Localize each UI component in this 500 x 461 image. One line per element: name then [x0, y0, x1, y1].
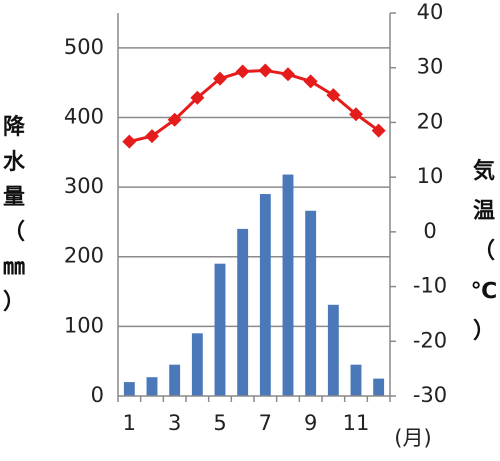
left-axis-title-char: ） — [3, 290, 25, 315]
temperature-point — [145, 129, 159, 144]
precipitation-bar — [169, 364, 181, 396]
x-tick-label: 5 — [213, 411, 226, 435]
left-tick-label: 500 — [64, 35, 104, 59]
right-tick-label: 20 — [417, 109, 444, 133]
right-axis-title-char: ） — [473, 319, 495, 344]
x-tick-label: 11 — [343, 411, 370, 435]
left-tick-label: 400 — [64, 104, 104, 128]
axis-titles: 降水量 （ ㎜ ） 気温 （ ℃ ） — [3, 115, 497, 344]
precipitation-bar — [350, 364, 362, 396]
temperature-point — [326, 88, 341, 103]
right-axis-title-char: 気 — [473, 158, 495, 184]
axes — [117, 12, 396, 402]
precipitation-bar — [123, 382, 135, 396]
tick-labels: 0 100 200 300 400 500 -30 -20 -10 0 10 20 30 40 1 3 5 7 9 1… — [64, 0, 447, 450]
left-axis-title-char: 水 — [3, 150, 26, 175]
right-tick-label: 30 — [417, 55, 444, 79]
temperature-point — [303, 74, 318, 89]
temperature-point — [167, 112, 182, 127]
temperature-point — [235, 64, 250, 79]
precipitation-bar — [373, 378, 385, 396]
right-axis-title-char: ℃ — [471, 279, 498, 304]
temperature-point — [281, 67, 295, 82]
precipitation-bar — [146, 377, 158, 396]
temperature-point — [371, 123, 386, 138]
precipitation-bar — [259, 194, 271, 396]
left-tick-label: 200 — [64, 244, 104, 268]
right-axis-title-char: （ — [473, 239, 495, 264]
left-axis-title-char: 量 — [3, 185, 25, 210]
temperature-point — [258, 63, 273, 78]
precipitation-bar — [327, 304, 339, 396]
left-tick-label: 0 — [91, 383, 104, 407]
precipitation-bar — [214, 263, 226, 396]
right-tick-label: 0 — [423, 219, 436, 243]
right-tick-label: 10 — [417, 164, 444, 188]
left-axis-title-char: ㎜ — [3, 255, 25, 280]
right-tick-label: -20 — [413, 328, 447, 352]
temperature-point — [349, 107, 363, 122]
temperature-point — [190, 90, 205, 105]
left-tick-label: 100 — [64, 313, 104, 337]
right-tick-label: -30 — [413, 383, 447, 407]
x-tick-label: 1 — [123, 411, 136, 435]
temperature-point — [213, 71, 227, 86]
x-unit-label: (月) — [394, 426, 431, 450]
precipitation-bar — [237, 228, 249, 396]
temperature-line — [122, 63, 386, 149]
precipitation-bar — [282, 174, 294, 396]
precipitation-bar — [191, 333, 203, 396]
temperature-point — [122, 134, 137, 149]
right-tick-label: 40 — [417, 0, 444, 24]
left-tick-label: 300 — [64, 174, 104, 198]
gridlines — [118, 47, 390, 328]
x-tick-label: 7 — [259, 411, 272, 435]
precipitation-bars — [123, 174, 385, 396]
temperature-series-line — [128, 68, 380, 144]
right-axis-title-char: 温 — [473, 199, 495, 224]
left-axis-title-char: 降 — [3, 115, 26, 140]
x-tick-label: 9 — [304, 411, 317, 435]
precipitation-bar — [305, 210, 317, 396]
x-tick-label: 3 — [168, 411, 181, 435]
right-tick-label: -10 — [413, 274, 447, 298]
left-axis-title-char: （ — [3, 220, 25, 245]
